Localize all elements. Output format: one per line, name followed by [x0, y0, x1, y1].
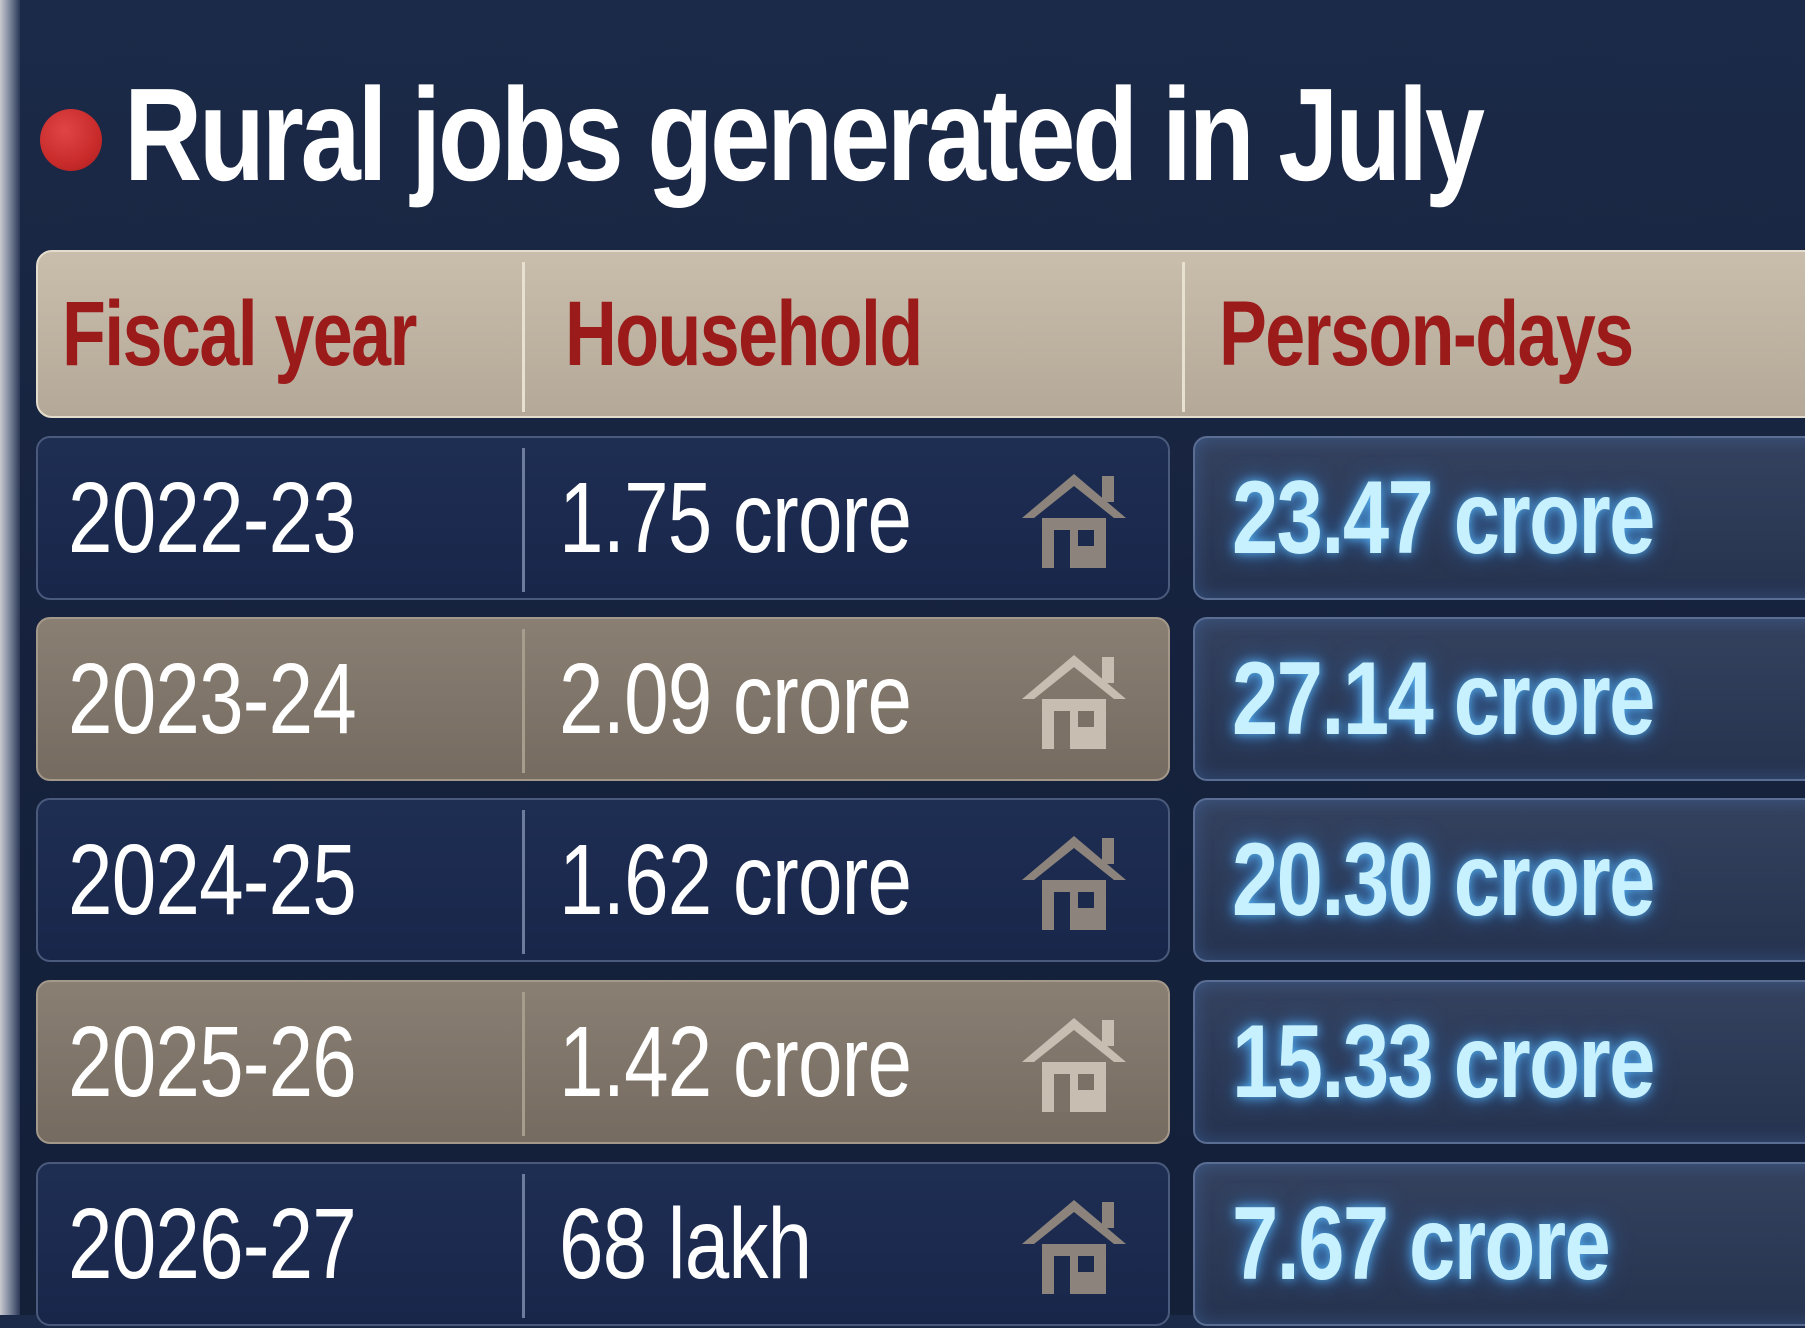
person-days-box: [1193, 436, 1805, 600]
person-days-box: [1193, 617, 1805, 781]
household-cell: 2.09 crore: [559, 642, 912, 755]
person-days-cell: 23.47 crore: [1232, 459, 1655, 576]
row-left-box: [36, 798, 1170, 962]
header-divider: [522, 262, 525, 412]
table-row: 2022-23 1.75 crore 23.47 crore: [36, 436, 1805, 602]
header-person-days: Person-days: [1219, 282, 1634, 385]
house-icon: [1022, 1018, 1126, 1112]
title-row: Rural jobs generated in July: [40, 60, 1780, 210]
person-days-cell: 27.14 crore: [1232, 640, 1655, 757]
person-days-cell: 15.33 crore: [1232, 1003, 1655, 1120]
header-household: Household: [565, 282, 923, 385]
fiscal-year-cell: 2025-26: [68, 1005, 357, 1118]
person-days-cell: 7.67 crore: [1232, 1185, 1611, 1302]
house-icon: [1022, 1200, 1126, 1294]
header-fiscal-year: Fiscal year: [62, 282, 417, 385]
row-left-box: [36, 617, 1170, 781]
person-days-box: [1193, 980, 1805, 1144]
house-icon: [1022, 474, 1126, 568]
chart-title: Rural jobs generated in July: [124, 61, 1485, 208]
row-left-box: [36, 1162, 1170, 1326]
row-left-box: [36, 436, 1170, 600]
person-days-box: [1193, 1162, 1805, 1326]
person-days-cell: 20.30 crore: [1232, 821, 1655, 938]
table-row: 2024-25 1.62 crore 20.30 crore: [36, 798, 1805, 964]
row-left-box: [36, 980, 1170, 1144]
fiscal-year-cell: 2024-25: [68, 823, 357, 936]
fiscal-year-cell: 2026-27: [68, 1187, 357, 1300]
household-cell: 68 lakh: [559, 1187, 812, 1300]
fiscal-year-cell: 2023-24: [68, 642, 357, 755]
row-divider: [522, 448, 525, 592]
household-cell: 1.75 crore: [559, 461, 912, 574]
fiscal-year-cell: 2022-23: [68, 461, 357, 574]
table-row: 2025-26 1.42 crore 15.33 crore: [36, 980, 1805, 1146]
header-divider: [1182, 262, 1185, 412]
row-divider: [522, 1174, 525, 1318]
red-bullet-icon: [40, 109, 102, 171]
row-divider: [522, 992, 525, 1136]
table-header: Fiscal year Household Person-days: [36, 250, 1805, 418]
table-row: 2026-27 68 lakh 7.67 crore: [36, 1162, 1805, 1328]
table-row: 2023-24 2.09 crore 27.14 crore: [36, 617, 1805, 783]
row-divider: [522, 629, 525, 773]
household-cell: 1.62 crore: [559, 823, 912, 936]
house-icon: [1022, 836, 1126, 930]
row-divider: [522, 810, 525, 954]
left-edge-strip: [0, 0, 20, 1315]
house-icon: [1022, 655, 1126, 749]
household-cell: 1.42 crore: [559, 1005, 912, 1118]
person-days-box: [1193, 798, 1805, 962]
